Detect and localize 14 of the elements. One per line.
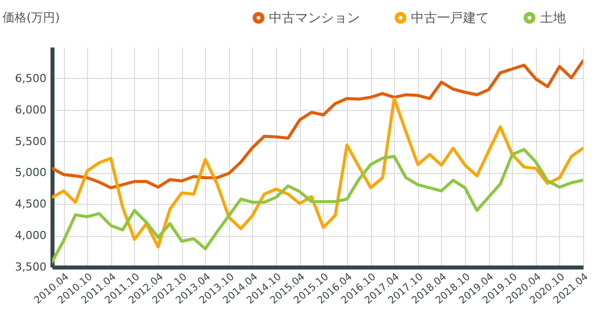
y-tick-label: 4,500: [15, 198, 46, 211]
y-tick-label: 5,000: [15, 166, 46, 180]
legend-label: 土地: [540, 10, 566, 26]
y-tick-label: 4,000: [15, 229, 46, 242]
y-tick-label: 6,500: [15, 72, 46, 85]
line-series: [52, 148, 583, 264]
y-tick-label: 6,000: [15, 103, 46, 116]
line-series: [52, 59, 583, 190]
legend-label: 中古マンション: [269, 10, 360, 26]
y-tick-label: 3,500: [15, 260, 46, 274]
y-axis-title: 価格(万円): [2, 10, 60, 24]
y-tick-label: 5,500: [15, 134, 46, 148]
legend-label: 中古一戸建て: [411, 10, 489, 26]
line-series: [52, 97, 583, 248]
